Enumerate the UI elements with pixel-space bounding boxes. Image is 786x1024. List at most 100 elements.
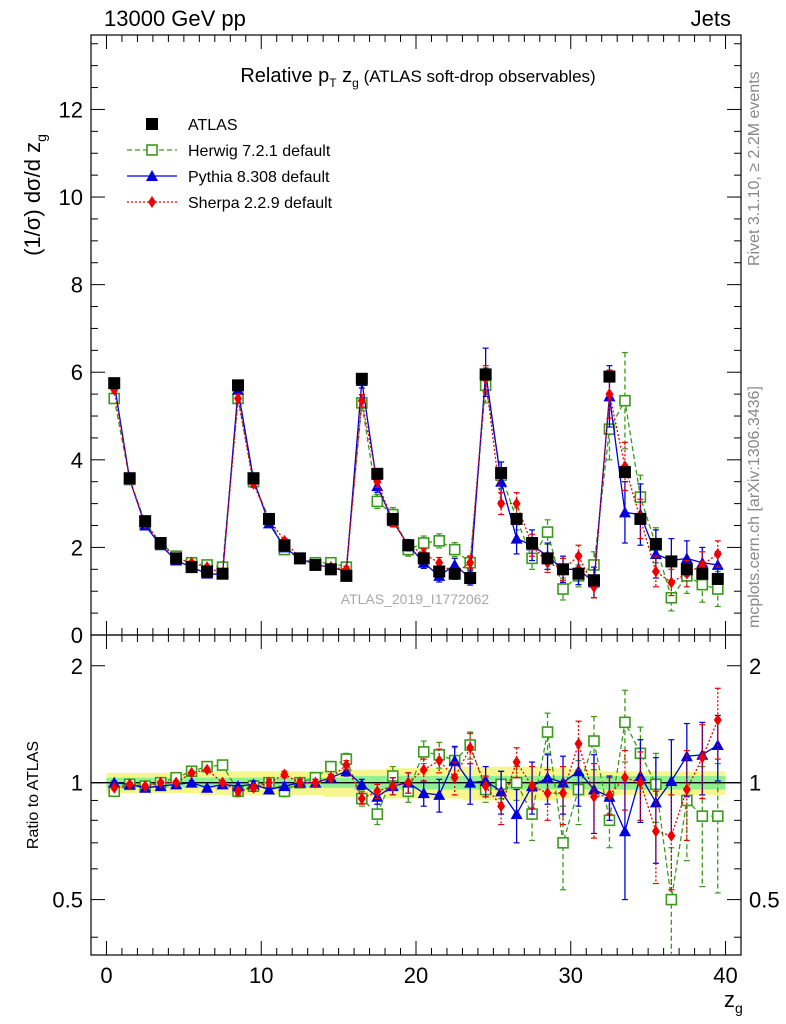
sherpa-ratio-point (404, 776, 413, 789)
ratio-y-axis-label: Ratio to ATLAS (25, 741, 42, 849)
sherpa-ratio-point (559, 787, 568, 800)
pythia-ratio-point (649, 796, 662, 808)
atlas-main-point (634, 512, 647, 525)
herwig-main-point (433, 535, 446, 547)
atlas-main-point (309, 558, 322, 571)
herwig-ratio-point (216, 759, 229, 771)
sherpa-ratio-point (497, 800, 506, 813)
atlas-main-point (201, 565, 214, 578)
sherpa-ratio-point (481, 780, 490, 793)
legend-pythia-label: Pythia 8.308 default (188, 169, 330, 186)
atlas-main-point (185, 561, 198, 574)
y-tick-label: 6 (71, 360, 83, 385)
y-axis-label: (1/σ) dσ/d zg (20, 134, 49, 256)
y-tick-label: 8 (71, 273, 83, 298)
atlas-main-point (572, 567, 585, 580)
atlas-main-point (541, 552, 554, 565)
sherpa-ratio-point (110, 781, 119, 794)
x-tick-label: 40 (713, 963, 737, 988)
herwig-ratio-point (541, 726, 554, 738)
atlas-main-point (526, 537, 539, 550)
pythia-ratio-point (634, 770, 647, 782)
atlas-main-point (402, 539, 415, 552)
sherpa-ratio-point (342, 759, 351, 772)
sherpa-ratio-point (620, 771, 629, 784)
sherpa-ratio-point (512, 756, 521, 769)
sherpa-ratio-point (280, 768, 289, 781)
y-tick-label: 4 (71, 448, 83, 473)
atlas-main-point (108, 377, 121, 390)
atlas-main-point (696, 567, 709, 580)
sherpa-ratio-point (326, 771, 335, 784)
sherpa-ratio-point (450, 771, 459, 784)
herwig-ratio-point (325, 760, 337, 773)
sherpa-ratio-point (651, 825, 660, 838)
pythia-ratio-point (355, 778, 368, 790)
atlas-main-point (278, 539, 291, 552)
herwig-ratio-point (619, 716, 631, 729)
herwig-main-point (711, 583, 724, 595)
atlas-main-point (293, 552, 306, 565)
sherpa-main-point (667, 576, 676, 589)
atlas-main-point (587, 574, 600, 587)
atlas-main-point (448, 567, 461, 580)
y-tick-label: 10 (59, 185, 83, 210)
sherpa-ratio-point (295, 776, 304, 789)
legend-atlas-marker (146, 118, 158, 130)
y-tick-label: 12 (59, 97, 83, 122)
pythia-ratio-point (464, 776, 477, 788)
x-axis-label: zg (724, 987, 743, 1016)
atlas-main-point (170, 552, 183, 565)
legend-pythia-marker (146, 170, 158, 181)
atlas-main-point (324, 563, 337, 576)
pythia-ratio-point (572, 765, 585, 777)
y-tick-label: 0 (71, 623, 83, 648)
atlas-main-point (510, 512, 523, 525)
sherpa-ratio-point (667, 829, 676, 842)
herwig-ratio-point (588, 735, 600, 747)
sherpa-ratio-point (435, 754, 444, 767)
sherpa-ratio-point (713, 713, 722, 726)
atlas-main-point (417, 552, 430, 565)
pythia-main-point (448, 558, 461, 570)
sherpa-main-point (512, 497, 521, 510)
x-tick-label: 10 (249, 963, 273, 988)
atlas-main-point (495, 466, 508, 479)
sherpa-ratio-point (589, 790, 598, 803)
atlas-main-point (154, 537, 167, 550)
sherpa-ratio-point (636, 776, 645, 789)
pythia-main-series (108, 347, 724, 599)
x-tick-label: 20 (404, 963, 428, 988)
sherpa-ratio-point (311, 776, 320, 789)
sherpa-main-point (651, 565, 660, 578)
pythia-ratio-point (262, 783, 275, 795)
pythia-main-point (618, 506, 631, 518)
legend: ATLAS Herwig 7.2.1 default Pythia 8.308 de… (127, 117, 333, 212)
sherpa-ratio-point (419, 763, 428, 776)
atlas-main-point (649, 537, 662, 550)
rivet-version-label: Rivet 3.1.10, ≥ 2.2M events (746, 71, 763, 266)
atlas-main-point (557, 563, 570, 576)
sherpa-ratio-point (388, 780, 397, 793)
x-tick-label: 30 (559, 963, 583, 988)
herwig-main-point (448, 543, 461, 556)
pythia-ratio-point (201, 781, 214, 793)
sherpa-main-point (466, 556, 475, 569)
atlas-main-point (371, 467, 384, 480)
pythia-ratio-series (108, 714, 724, 901)
sherpa-ratio-point (357, 792, 366, 805)
sherpa-main-point (234, 392, 243, 405)
atlas-main-point (711, 572, 724, 585)
sherpa-main-point (497, 497, 506, 510)
sherpa-ratio-point (218, 776, 227, 789)
pythia-ratio-point (185, 776, 198, 788)
watermark-label: ATLAS_2019_I1772062 (341, 591, 490, 607)
atlas-main-point (123, 472, 136, 485)
ratio-y-tick-label-right: 2 (749, 654, 761, 679)
atlas-main-point (232, 379, 245, 392)
sherpa-ratio-point (203, 763, 212, 776)
chart-title: Relative pT zg (ATLAS soft-drop observab… (240, 65, 595, 90)
y-tick-label: 2 (71, 535, 83, 560)
herwig-ratio-point (557, 837, 569, 849)
herwig-ratio-point (371, 808, 384, 820)
